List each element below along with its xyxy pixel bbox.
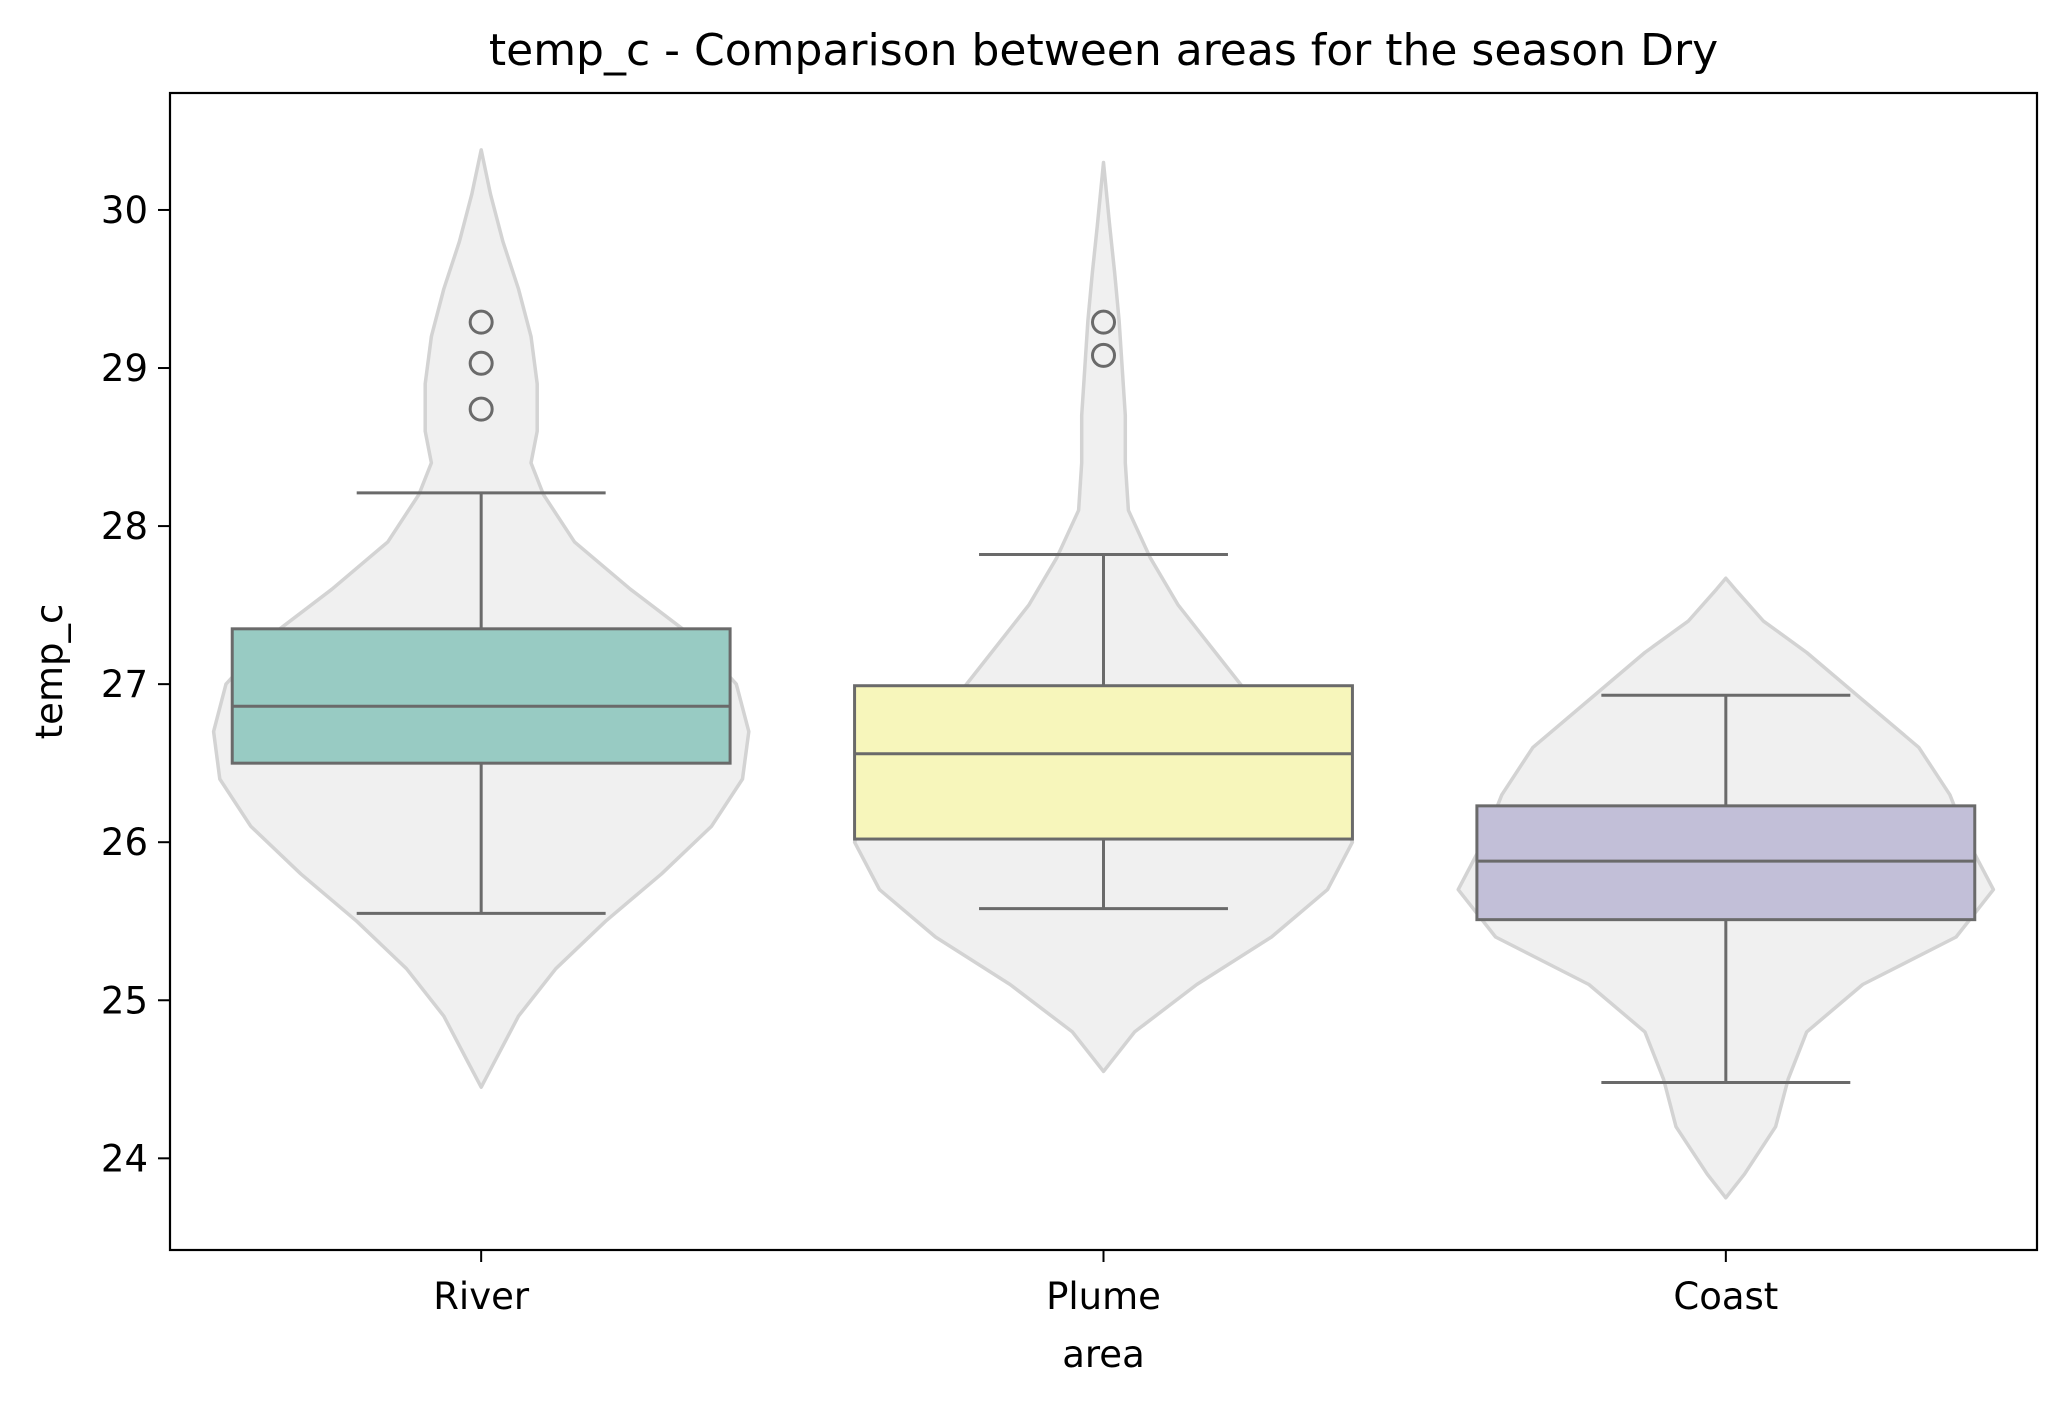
y-tick-label: 30 [101,189,148,232]
x-axis-label: area [1062,1333,1145,1376]
y-tick-label: 28 [101,505,148,548]
y-tick-label: 27 [101,663,148,706]
box-group-coast [1475,693,1977,1084]
chart-title: temp_c - Comparison between areas for th… [489,25,1718,76]
outlier-point-river [468,309,494,335]
y-tick-label: 29 [101,347,148,390]
outlier-point-plume [1091,342,1116,368]
x-tick-label: River [433,1275,530,1318]
y-axis: 24 25 26 27 28 29 30 [101,189,170,1180]
box-river [230,627,732,765]
x-tick-label: Plume [1046,1275,1161,1318]
outlier-point-river [468,396,494,422]
box-group-plume [853,309,1354,911]
x-tick-label: Coast [1673,1275,1778,1318]
box-plume [853,684,1354,841]
box-group-river [230,309,732,915]
outlier-point-plume [1091,309,1116,335]
box-coast [1475,804,1977,922]
y-axis-label: temp_c [28,604,71,740]
outlier-point-river [468,350,494,376]
x-axis: River Plume Coast [433,1250,1778,1318]
box-layer [230,309,1977,1084]
y-tick-label: 25 [101,979,148,1022]
y-tick-label: 24 [101,1137,148,1180]
y-tick-label: 26 [101,821,148,864]
